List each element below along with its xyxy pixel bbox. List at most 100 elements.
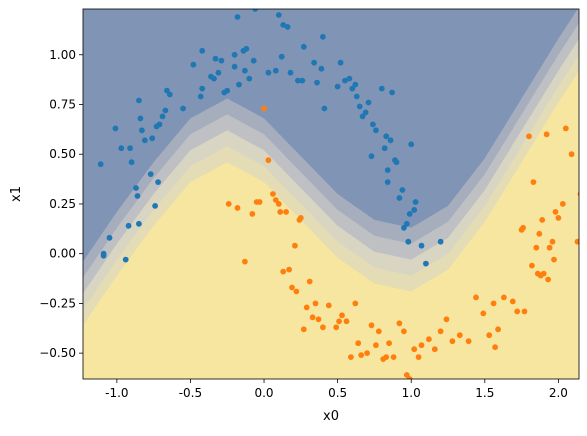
point-series-1 <box>431 346 438 353</box>
y-tick-label: 0.25 <box>49 197 76 211</box>
point-series-1 <box>562 125 569 132</box>
point-series-1 <box>265 157 272 164</box>
point-series-1 <box>465 338 472 345</box>
point-series-1 <box>277 209 284 215</box>
point-series-1 <box>355 340 362 347</box>
point-series-0 <box>234 14 241 20</box>
point-series-0 <box>280 22 287 28</box>
point-series-0 <box>139 127 145 134</box>
point-series-0 <box>411 207 418 213</box>
point-series-0 <box>246 75 253 82</box>
x-axis: -1.0 -0.5 0.0 0.5 1.0 1.5 2.0 <box>105 379 568 400</box>
point-series-0 <box>311 59 317 66</box>
point-series-0 <box>243 45 250 52</box>
point-series-0 <box>295 77 301 84</box>
point-series-1 <box>325 302 332 309</box>
point-series-1 <box>368 322 375 329</box>
point-series-0 <box>211 75 217 82</box>
point-series-1 <box>339 312 345 319</box>
point-series-0 <box>321 105 328 112</box>
point-series-0 <box>389 89 395 96</box>
point-series-1 <box>473 294 479 301</box>
x-tick-label: 1.5 <box>475 386 494 400</box>
point-series-0 <box>370 121 376 128</box>
point-series-1 <box>300 326 307 333</box>
point-series-0 <box>231 51 238 58</box>
point-series-0 <box>231 63 238 70</box>
point-series-0 <box>406 211 413 217</box>
point-series-0 <box>318 65 325 72</box>
point-series-1 <box>536 230 543 237</box>
point-series-1 <box>555 215 562 221</box>
point-series-1 <box>348 354 354 360</box>
point-series-1 <box>486 332 493 339</box>
point-series-0 <box>353 93 360 100</box>
point-series-1 <box>490 300 497 307</box>
point-series-0 <box>393 159 400 166</box>
point-series-0 <box>136 220 142 227</box>
point-series-0 <box>97 161 104 168</box>
point-series-0 <box>346 75 353 82</box>
point-series-1 <box>449 338 456 345</box>
point-series-1 <box>526 133 532 140</box>
point-series-1 <box>520 224 526 231</box>
point-series-0 <box>112 125 119 132</box>
point-series-1 <box>270 191 276 197</box>
point-series-1 <box>552 209 559 215</box>
point-series-0 <box>127 145 133 152</box>
point-series-0 <box>136 97 142 104</box>
point-series-0 <box>265 69 272 76</box>
point-series-1 <box>543 131 550 138</box>
point-series-0 <box>412 199 419 205</box>
point-series-1 <box>443 316 450 323</box>
point-series-1 <box>242 258 248 265</box>
point-series-0 <box>122 256 129 263</box>
point-series-1 <box>390 354 397 360</box>
point-series-0 <box>299 77 306 84</box>
point-series-1 <box>509 298 516 305</box>
point-series-0 <box>403 220 410 227</box>
point-series-1 <box>403 372 410 378</box>
point-series-1 <box>275 201 282 207</box>
point-series-1 <box>293 288 300 295</box>
point-series-1 <box>249 211 256 217</box>
x-tick-label: 1.0 <box>402 386 421 400</box>
point-series-1 <box>306 278 313 285</box>
point-series-0 <box>100 252 107 259</box>
point-series-0 <box>272 67 279 74</box>
point-series-1 <box>292 242 298 249</box>
point-series-0 <box>437 238 444 245</box>
point-series-0 <box>252 9 259 12</box>
point-series-0 <box>159 113 166 120</box>
point-series-1 <box>333 324 340 331</box>
point-series-1 <box>289 284 295 291</box>
point-series-1 <box>456 332 463 339</box>
x-tick-label: 0.0 <box>254 386 273 400</box>
point-series-0 <box>141 137 148 144</box>
point-series-1 <box>533 244 540 251</box>
point-series-1 <box>411 346 418 353</box>
point-series-1 <box>551 256 557 263</box>
point-series-0 <box>401 224 407 231</box>
point-series-0 <box>212 55 219 62</box>
point-series-0 <box>365 99 372 106</box>
decision-boundary-background <box>83 9 579 379</box>
point-series-1 <box>343 318 350 325</box>
point-series-1 <box>396 320 403 327</box>
y-tick-label: 0.50 <box>49 147 76 161</box>
point-series-0 <box>352 81 359 88</box>
x-axis-label: x0 <box>323 409 339 424</box>
point-series-1 <box>358 352 365 358</box>
point-series-0 <box>362 109 369 116</box>
point-series-0 <box>133 185 139 191</box>
point-series-1 <box>261 105 267 112</box>
point-series-1 <box>568 151 575 158</box>
point-series-0 <box>423 260 429 267</box>
point-series-1 <box>426 336 432 343</box>
point-series-0 <box>284 24 291 30</box>
point-series-1 <box>386 340 392 347</box>
point-series-1 <box>545 276 551 283</box>
point-series-1 <box>501 294 507 301</box>
y-tick-label: −0.50 <box>39 346 76 360</box>
point-series-1 <box>309 314 316 321</box>
